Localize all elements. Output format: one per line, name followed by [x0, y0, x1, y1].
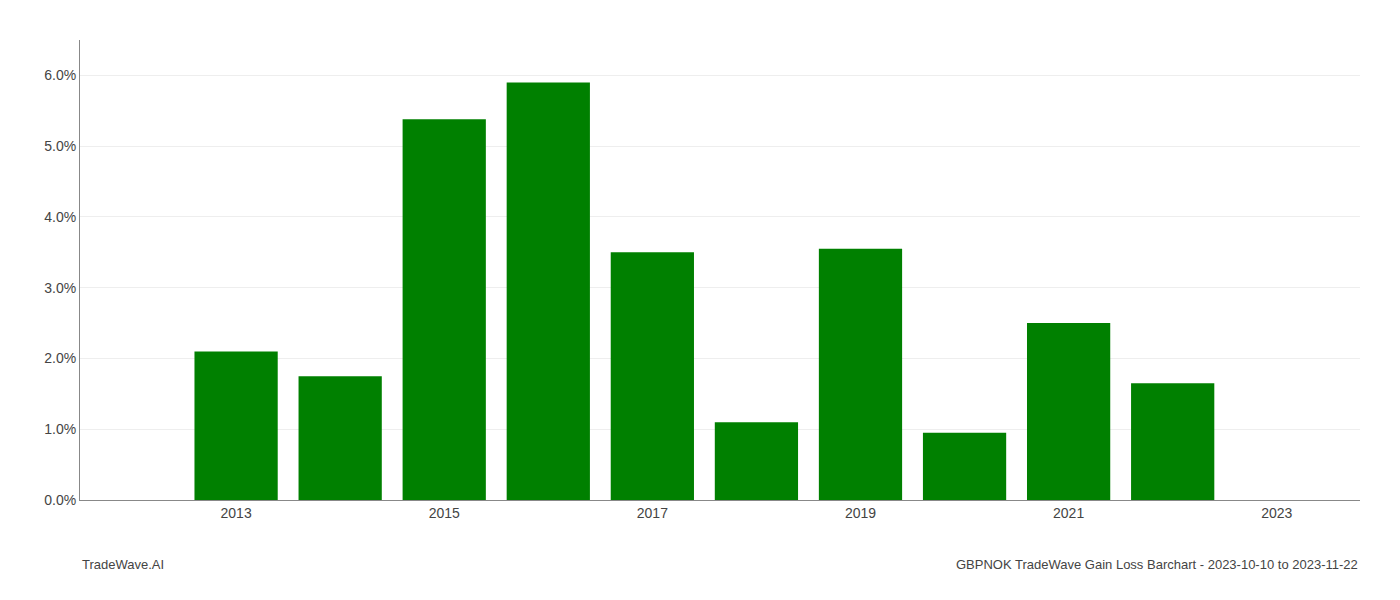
svg-text:2.0%: 2.0%	[44, 350, 76, 366]
svg-text:4.0%: 4.0%	[44, 209, 76, 225]
svg-text:TradeWave.AI: TradeWave.AI	[82, 557, 164, 572]
svg-text:GBPNOK TradeWave Gain Loss Bar: GBPNOK TradeWave Gain Loss Barchart - 20…	[956, 557, 1358, 572]
svg-text:5.0%: 5.0%	[44, 138, 76, 154]
svg-text:2013: 2013	[221, 505, 252, 521]
svg-text:2015: 2015	[429, 505, 460, 521]
svg-text:0.0%: 0.0%	[44, 492, 76, 508]
svg-text:3.0%: 3.0%	[44, 280, 76, 296]
svg-text:2017: 2017	[637, 505, 668, 521]
svg-text:2023: 2023	[1261, 505, 1292, 521]
svg-text:2021: 2021	[1053, 505, 1084, 521]
svg-text:2019: 2019	[845, 505, 876, 521]
svg-text:6.0%: 6.0%	[44, 67, 76, 83]
svg-text:1.0%: 1.0%	[44, 421, 76, 437]
